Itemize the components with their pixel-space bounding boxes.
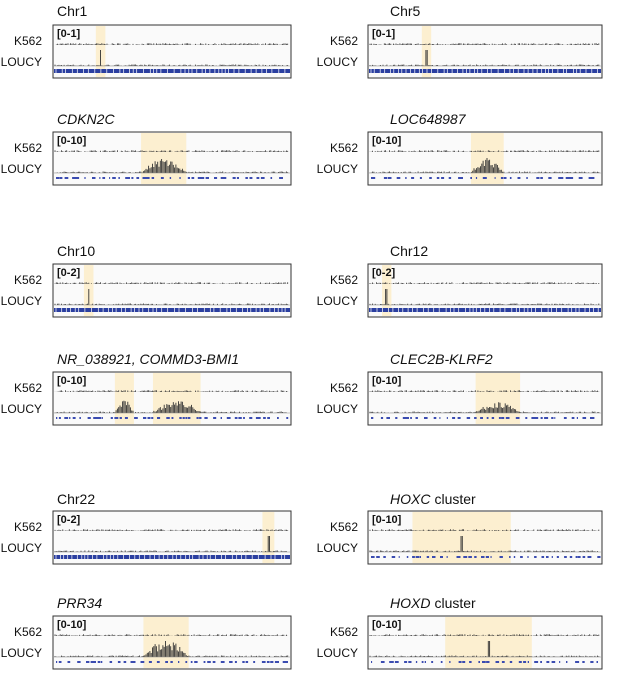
track-label: LOUCY <box>317 541 358 555</box>
panel-title: Chr22 <box>57 491 95 507</box>
ideogram <box>54 555 290 559</box>
title-text: Chr12 <box>390 243 428 259</box>
ideogram <box>54 308 290 312</box>
highlight <box>475 373 521 424</box>
ideogram-bands <box>370 69 598 73</box>
title-text: LOC648987 <box>390 111 467 127</box>
track-label: LOUCY <box>317 646 358 660</box>
track-label: K562 <box>330 381 358 395</box>
title-text: HOXC <box>390 491 431 507</box>
range-label: [0-2] <box>57 267 81 279</box>
title-text: Chr22 <box>57 491 95 507</box>
track-label: K562 <box>14 625 42 639</box>
range-label: [0-2] <box>57 514 81 526</box>
track-label: K562 <box>330 141 358 155</box>
ideogram-bands <box>55 69 286 73</box>
highlight <box>114 373 134 424</box>
title-text: Chr10 <box>57 243 95 259</box>
track-label: K562 <box>14 141 42 155</box>
range-label: [0-1] <box>57 28 81 40</box>
track-label: K562 <box>14 381 42 395</box>
signal-track <box>369 282 600 284</box>
signal-track <box>54 634 289 636</box>
title-suffix: cluster <box>434 595 476 611</box>
track-label: LOUCY <box>1 541 42 555</box>
range-label: [0-10] <box>372 375 402 387</box>
panel-title: Chr1 <box>57 3 88 19</box>
range-label: [0-10] <box>57 619 87 631</box>
signal-track <box>55 43 289 45</box>
signal-track <box>369 150 600 152</box>
track-label: LOUCY <box>317 402 358 416</box>
title-text: Chr5 <box>390 3 421 19</box>
ideogram <box>54 69 290 73</box>
panel-title: HOXD cluster <box>390 595 476 611</box>
highlight <box>421 26 432 77</box>
panel-title: LOC648987 <box>390 111 467 127</box>
signal-track <box>369 50 600 66</box>
track-label: LOUCY <box>1 162 42 176</box>
signal-track <box>369 529 600 531</box>
ideogram-bands <box>55 555 286 559</box>
range-label: [0-1] <box>372 28 396 40</box>
track-label: LOUCY <box>317 55 358 69</box>
range-label: [0-10] <box>372 619 402 631</box>
track-label: LOUCY <box>1 402 42 416</box>
track-label: K562 <box>330 34 358 48</box>
title-text: HOXD <box>390 595 430 611</box>
panel-title: Chr10 <box>57 243 95 259</box>
track-label: LOUCY <box>317 294 358 308</box>
track-label: LOUCY <box>317 162 358 176</box>
ideogram-bands <box>370 308 599 312</box>
panel-title: Chr12 <box>390 243 428 259</box>
title-text: PRR34 <box>57 595 102 611</box>
range-label: [0-10] <box>372 514 402 526</box>
track-label: K562 <box>14 34 42 48</box>
title-text: CDKN2C <box>57 111 115 127</box>
highlight <box>152 373 201 424</box>
signal-track <box>369 634 600 636</box>
panel-title: HOXC cluster <box>390 491 476 507</box>
panel-title: CLEC2B-KLRF2 <box>390 351 493 367</box>
track-label: LOUCY <box>1 55 42 69</box>
highlight <box>141 133 187 184</box>
title-text: Chr1 <box>57 3 88 19</box>
signal-track <box>54 529 289 531</box>
title-text: NR_038921, COMMD3-BMI1 <box>57 351 239 367</box>
track-label: K562 <box>14 273 42 287</box>
signal-track <box>54 282 289 284</box>
track-label: LOUCY <box>1 646 42 660</box>
range-label: [0-2] <box>372 267 396 279</box>
signal-track <box>54 390 289 392</box>
track-label: K562 <box>14 520 42 534</box>
ideogram <box>369 69 601 73</box>
track-label: LOUCY <box>1 294 42 308</box>
title-text: CLEC2B-KLRF2 <box>390 351 493 367</box>
panel-title: NR_038921, COMMD3-BMI1 <box>57 351 239 367</box>
range-label: [0-10] <box>372 135 402 147</box>
range-label: [0-10] <box>57 375 87 387</box>
track-label: K562 <box>330 273 358 287</box>
track-label: K562 <box>330 625 358 639</box>
title-suffix: cluster <box>434 491 476 507</box>
signal-track <box>369 43 600 45</box>
ideogram-bands <box>55 308 286 312</box>
signal-track <box>369 390 600 392</box>
panel-title: Chr5 <box>390 3 421 19</box>
highlight <box>412 512 511 563</box>
panel-title: PRR34 <box>57 595 102 611</box>
panel-title: CDKN2C <box>57 111 115 127</box>
track-label: K562 <box>330 520 358 534</box>
range-label: [0-10] <box>57 135 87 147</box>
signal-track <box>54 150 289 152</box>
highlight <box>143 617 189 668</box>
